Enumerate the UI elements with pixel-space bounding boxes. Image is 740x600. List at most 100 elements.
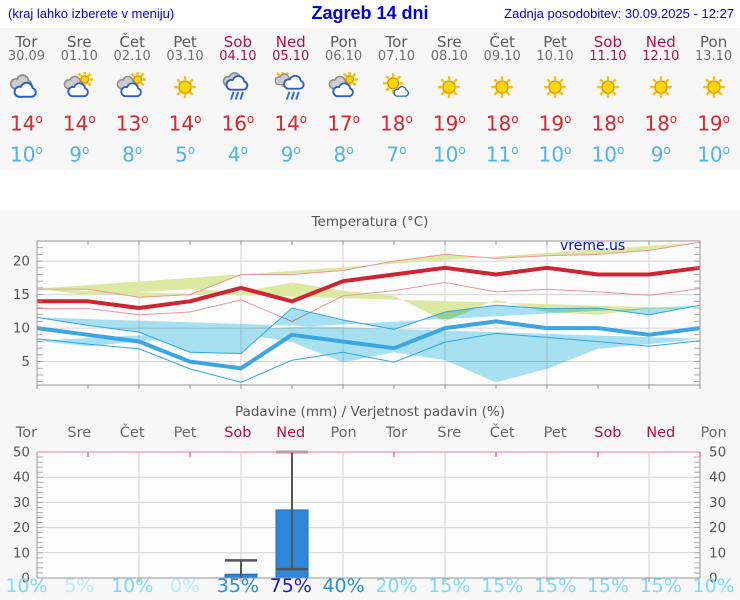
precip-probability: 10% [5, 575, 48, 597]
low-temp: 5o [174, 142, 196, 167]
weather-icon-cell [106, 71, 159, 104]
day-date: 02.10 [113, 49, 151, 64]
low-temp: 10o [538, 142, 572, 167]
low-temp: 8o [122, 142, 143, 167]
day-name: Tor [385, 33, 408, 51]
precip-probability: 10% [111, 575, 154, 597]
degree-sign: o [293, 142, 301, 157]
low-temp: 10o [10, 142, 43, 167]
precip-day-labels: Tor Sre Čet Pet Sob Ned Pon Tor Sre Čet Pet Sob Ned P… [0, 425, 740, 441]
day-name: Sre [66, 33, 92, 51]
degree-sign: o [663, 142, 671, 157]
high-temp: 14o [62, 111, 96, 136]
precip-day-label: Sob [224, 425, 252, 441]
header: (kraj lahko izberete v meniju) Zagreb 14… [0, 0, 740, 28]
weather-icon-cell [0, 72, 53, 104]
high-temp: 14o [274, 111, 308, 136]
day-column: Pet 10.10 19o 10o [529, 28, 582, 170]
high-temp: 18o [380, 111, 413, 136]
day-name: Sob [593, 33, 622, 51]
high-temp: 14o [10, 111, 43, 136]
day-date: 30.09 [7, 49, 46, 64]
weather-icon-cell [634, 72, 687, 104]
precip-y-tick-left: 30 [13, 495, 30, 511]
precip-probability: 35% [216, 575, 259, 597]
high-temp: 18o [591, 111, 625, 136]
day-column: Sre 01.10 14o 9o [53, 28, 106, 170]
degree-sign: o [616, 112, 625, 126]
partly-icon [116, 71, 147, 98]
precip-day-label: Sre [67, 425, 92, 441]
precip-y-tick-left: 40 [13, 470, 30, 486]
precip-day-label: Čet [119, 425, 145, 441]
temp-y-tick: 20 [13, 254, 30, 270]
precip-y-tick-right: 0 [709, 571, 718, 585]
degree-sign: o [194, 112, 202, 126]
precip-y-tick-left: 50 [13, 446, 30, 461]
low-temp: 7o [386, 142, 407, 167]
mostly-sunny-icon [383, 73, 410, 97]
day-name: Pon [329, 33, 358, 51]
precip-y-tick-right: 40 [709, 470, 726, 486]
weather-icon-cell [370, 72, 423, 104]
degree-sign: o [35, 142, 43, 157]
high-temp: 14o [168, 111, 202, 136]
precip-day-label: Čet [489, 425, 515, 441]
degree-sign: o [88, 112, 96, 126]
degree-sign: o [352, 112, 360, 126]
day-name: Ned [645, 33, 676, 51]
low-temp: 9o [280, 142, 301, 167]
day-date: 01.10 [60, 49, 98, 64]
day-date: 11.10 [589, 49, 627, 64]
page-title: Zagreb 14 dni [311, 3, 429, 23]
day-column: Čet 02.10 13o 8o [106, 28, 159, 170]
day-name: Tor [15, 33, 38, 51]
low-temp: 8o [333, 142, 354, 167]
rain-icon [222, 72, 249, 100]
precip-probability: 5% [64, 575, 95, 597]
precip-probability: 20% [375, 575, 418, 597]
degree-sign: o [134, 142, 143, 157]
degree-sign: o [35, 112, 43, 126]
day-date: 06.10 [324, 49, 363, 64]
weather-icon-cell [264, 70, 317, 104]
weather-icon-cell [476, 72, 529, 104]
day-column: Tor 07.10 18o 7o [370, 28, 423, 170]
precip-probability: 40% [322, 575, 365, 597]
forecast-strip: Tor 30.09 14o 10o Sre 01.10 14o 9o Čet 02.10 13o 8o… [0, 28, 740, 170]
precip-y-tick-right: 20 [709, 520, 726, 536]
day-name: Pon [700, 33, 728, 51]
day-column: Ned 05.10 14o 9o [264, 28, 317, 170]
day-column: Ned 12.10 18o 9o [634, 28, 687, 170]
weather-icon-cell [581, 72, 634, 104]
precip-day-label: Tor [385, 425, 408, 441]
temp-y-tick: 5 [21, 354, 30, 370]
sunny-icon [491, 76, 513, 98]
day-name: Čet [119, 33, 145, 51]
precip-probability: 15% [639, 575, 682, 597]
weather-icon-cell [53, 71, 106, 104]
precip-y-tick-right: 30 [709, 495, 726, 511]
cloudy-icon [10, 74, 38, 98]
low-temp: 10o [432, 142, 466, 167]
high-temp: 17o [327, 111, 360, 136]
day-name: Čet [489, 33, 515, 51]
low-temp: 9o [650, 142, 671, 167]
low-temp: 9o [69, 142, 90, 167]
watermark: vreme.us [560, 238, 626, 254]
precip-probability: 75% [269, 575, 312, 597]
sunny-icon [438, 76, 461, 98]
high-temp: 18o [644, 111, 678, 136]
degree-sign: o [240, 142, 248, 157]
day-name: Ned [275, 33, 306, 51]
day-column: Sob 04.10 16o 4o [211, 28, 264, 170]
precip-probability: 15% [586, 575, 629, 597]
high-temp: 13o [115, 111, 149, 136]
degree-sign: o [246, 112, 255, 126]
low-temp: 10o [697, 142, 730, 167]
precip-y-tick-right: 10 [709, 545, 726, 561]
precip-day-label: Pon [700, 425, 727, 441]
precip-day-label: Pet [543, 425, 567, 441]
degree-sign: o [299, 112, 308, 126]
